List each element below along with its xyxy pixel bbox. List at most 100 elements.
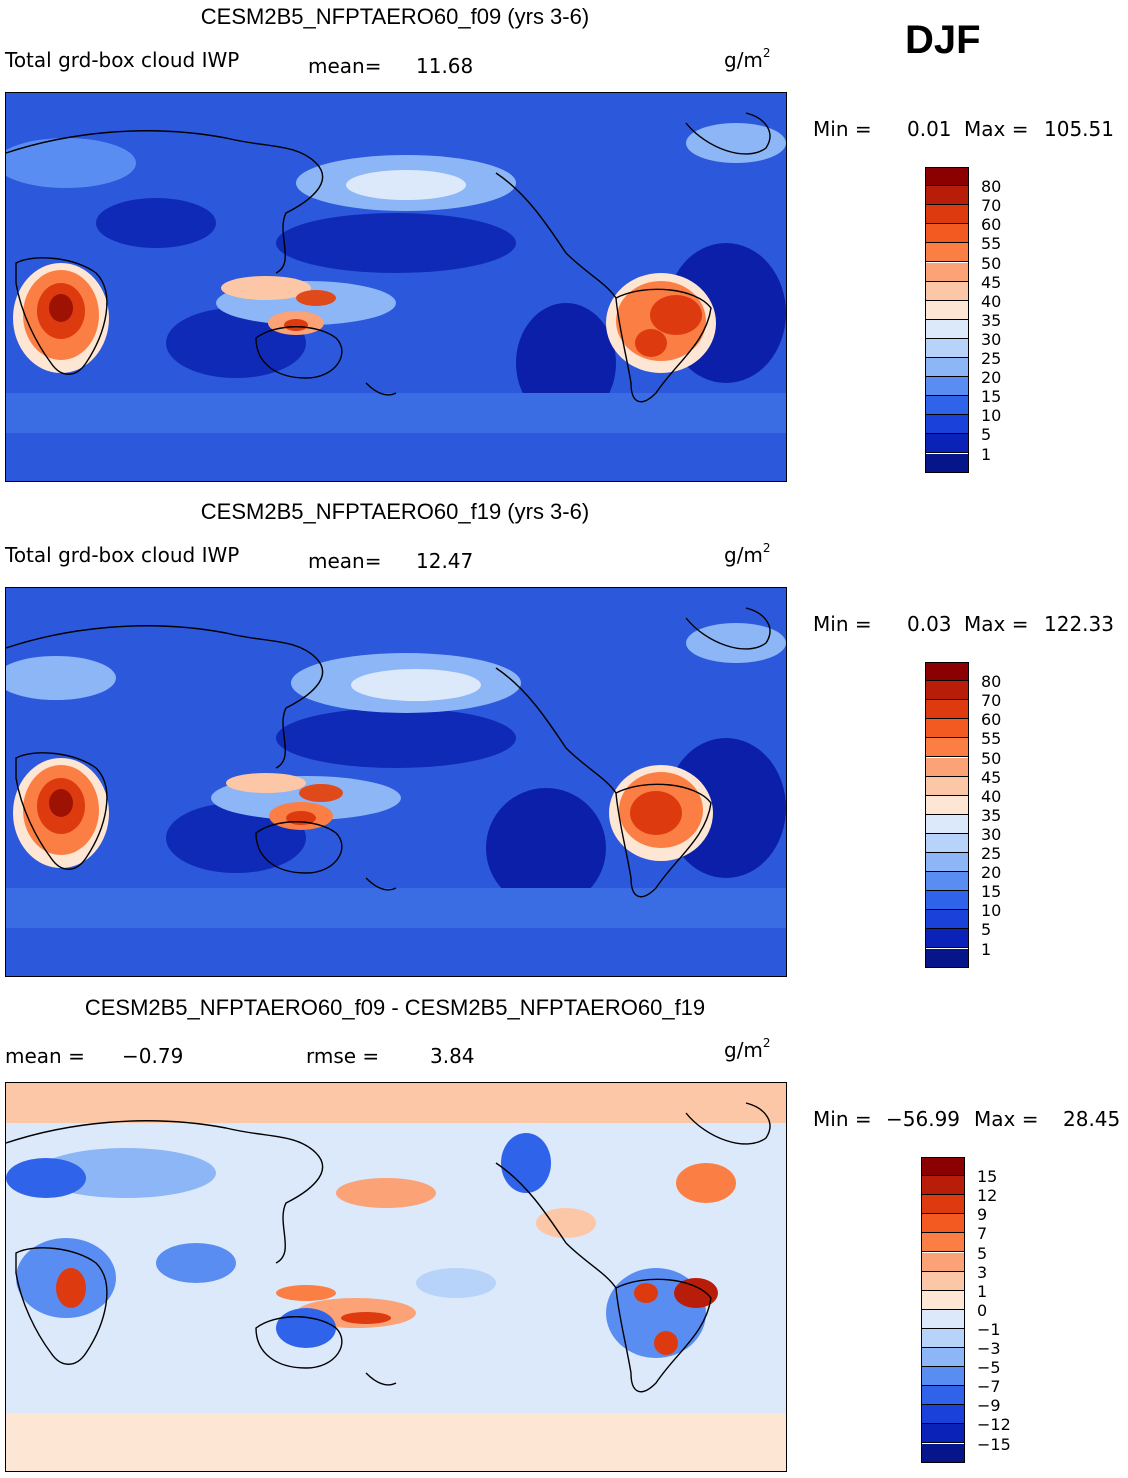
colorbar-swatch [925,891,969,911]
colorbar-swatch [925,377,969,397]
colorbar-frame [925,167,969,473]
colorbar-swatch [925,281,969,301]
colorbar-swatch [925,910,969,930]
colorbar-tick-label: 35 [981,310,1002,330]
colorbar-tick-label: −5 [977,1358,1001,1378]
colorbar-tick-label: 10 [981,406,1002,426]
colorbar-swatch [921,1386,965,1406]
colorbar-swatch [925,319,969,339]
max-value: 122.33 [1044,612,1114,636]
colorbar-tick-label: −9 [977,1396,1001,1416]
colorbar-tick-label: −12 [977,1415,1011,1435]
colorbar-tick-label: 70 [981,196,1002,216]
colorbar-swatch [925,396,969,416]
max-value: 105.51 [1044,117,1114,141]
variable-label: Total grd-box cloud IWP [5,543,240,567]
units-label: g/m2 [724,46,771,72]
colorbar-swatch [925,186,969,206]
colorbar-swatch [925,300,969,320]
colorbar-tick-label: −15 [977,1434,1011,1454]
colorbar-tick-label: 80 [981,177,1002,197]
colorbar-tick-label: 35 [981,805,1002,825]
colorbar-tick-label: 12 [977,1186,998,1206]
min-value: −56.99 [886,1107,961,1131]
colorbar-swatch [925,338,969,358]
colorbar-swatch [925,358,969,378]
colorbar-swatch [921,1348,965,1368]
colorbar-tick-label: 70 [981,691,1002,711]
colorbar-tick-label: 5 [981,425,992,445]
colorbar-tick-label: 1 [981,444,992,464]
colorbar-swatch [925,700,969,720]
colorbar-tick-label: 25 [981,844,1002,863]
colorbar-swatch [925,224,969,244]
colorbar-tick-label: 50 [981,748,1002,768]
panel-title: CESM2B5_NFPTAERO60_f09 (yrs 3-6) [200,4,590,29]
mean-label: mean= [308,549,382,573]
map-field-f19 [5,587,787,977]
colorbar-swatch [925,662,969,682]
colorbar-frame [925,662,969,968]
mean-value: 11.68 [416,54,474,78]
colorbar-swatch [925,167,969,187]
colorbar-tick-label: 9 [977,1205,988,1225]
season-label: DJF [905,18,981,62]
colorbar-tick-label: 3 [977,1262,988,1282]
colorbar-swatch [925,814,969,834]
colorbar-tick-label: 55 [981,729,1002,749]
colorbar-tick-label: 0 [977,1300,988,1320]
colorbar-tick-label: 15 [981,882,1002,902]
colorbar-swatch [921,1195,965,1215]
colorbar-swatch [921,1424,965,1444]
panel-title: CESM2B5_NFPTAERO60_f19 (yrs 3-6) [200,499,590,524]
colorbar-tick-label: 15 [977,1167,998,1187]
colorbar-tick-label: 1 [977,1281,988,1301]
colorbar-tick-label: 5 [981,920,992,940]
map-field-f09 [5,92,787,482]
colorbar-swatch [925,738,969,758]
colorbar-tick-label: 80 [981,672,1002,692]
panel-title: CESM2B5_NFPTAERO60_f09 - CESM2B5_NFPTAER… [84,995,706,1020]
units-label: g/m2 [724,1036,771,1062]
colorbar-tick-label: 30 [981,329,1002,349]
max-label: Max = [974,1107,1039,1131]
colorbar-tick-label: 50 [981,253,1002,273]
min-label: Min = [813,117,872,141]
colorbar-swatch [925,776,969,796]
colorbar-tick-label: 60 [981,215,1002,235]
colorbar-swatch [925,415,969,435]
colorbar-tick-label: 40 [981,291,1002,311]
colorbar-f19: 80 70 60 55 50 45 40 35 30 25 20 15 10 5 1 [925,662,1015,969]
colorbar-swatch [925,833,969,853]
colorbar-difference: 15 12 9 7 5 3 1 0 −1 −3 −5 −7 −9 −12 −15 [921,1157,1011,1464]
colorbar-swatch [921,1309,965,1329]
colorbar-swatch [921,1233,965,1253]
colorbar-tick-label: 30 [981,824,1002,844]
colorbar-swatch [921,1252,965,1272]
colorbar-swatch [921,1405,965,1425]
rmse-value: 3.84 [430,1044,475,1068]
colorbar-frame [921,1157,965,1463]
colorbar-tick-label: 20 [981,863,1002,883]
max-value: 28.45 [1063,1107,1121,1131]
colorbar-tick-label: −1 [977,1319,1001,1339]
colorbar-swatch [921,1367,965,1387]
colorbar-swatch [925,681,969,701]
mean-value: 12.47 [416,549,474,573]
colorbar-swatch [925,929,969,949]
variable-label: Total grd-box cloud IWP [5,48,240,72]
colorbar-tick-label: 15 [981,387,1002,407]
colorbar-swatch [925,434,969,454]
max-label: Max = [964,117,1029,141]
colorbar-swatch [921,1328,965,1348]
colorbar-tick-label: 45 [981,767,1002,787]
colorbar-tick-label: 5 [977,1243,988,1263]
colorbar-tick-label: 40 [981,786,1002,806]
mean-label: mean= [308,54,382,78]
colorbar-swatch [925,872,969,892]
colorbar-swatch [925,243,969,263]
colorbar-tick-label: 10 [981,901,1002,921]
colorbar-tick-label: 20 [981,368,1002,388]
colorbar-tick-label: 55 [981,234,1002,254]
min-value: 0.03 [907,612,952,636]
